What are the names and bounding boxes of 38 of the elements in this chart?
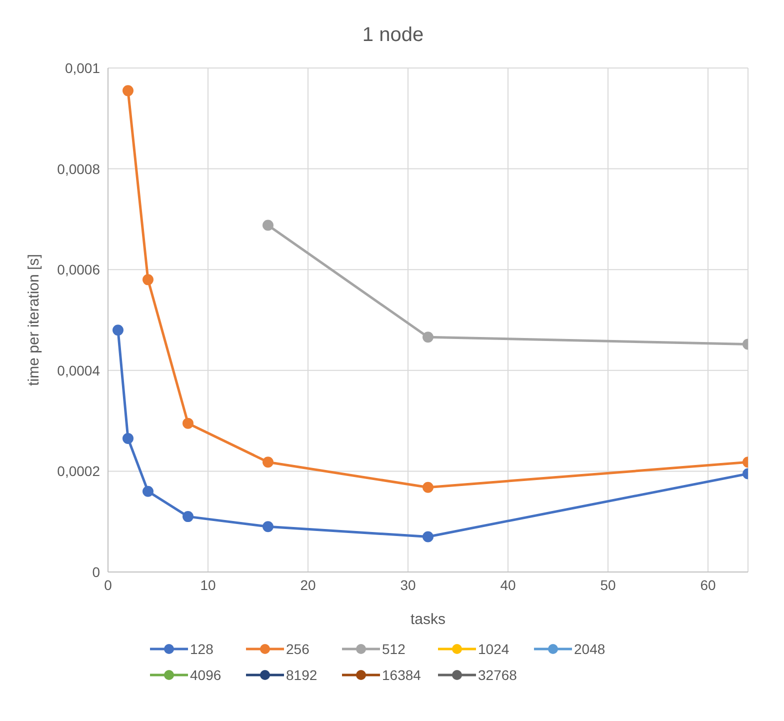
point xyxy=(182,418,194,429)
y-tick-label: 0 xyxy=(92,564,100,580)
point xyxy=(112,324,124,336)
y-tick-label: 0,0002 xyxy=(57,463,100,480)
x-tick-label: 10 xyxy=(200,576,216,593)
point xyxy=(262,220,274,231)
point xyxy=(422,332,434,343)
x-tick-label: 30 xyxy=(400,576,416,593)
legend-label: 16384 xyxy=(382,667,421,683)
point xyxy=(142,486,154,497)
x-tick-label: 60 xyxy=(700,576,716,593)
y-tick-label: 0,0008 xyxy=(57,160,100,177)
x-tick-label: 20 xyxy=(300,576,316,593)
point xyxy=(182,511,194,522)
y-tick-label: 0,0004 xyxy=(57,362,100,378)
x-tick-label: 50 xyxy=(600,576,616,593)
legend-label: 32768 xyxy=(478,667,517,683)
y-axis-title: time per iteration [s] xyxy=(25,254,42,386)
y-tick-label: 0,001 xyxy=(64,60,100,76)
point xyxy=(122,432,134,444)
legend-label: 1024 xyxy=(478,641,510,657)
chart-title: 1 node xyxy=(361,23,425,48)
x-axis-title: tasks xyxy=(410,611,446,628)
legend-label: 4096 xyxy=(190,667,222,683)
x-tick-label: 40 xyxy=(500,576,516,593)
point xyxy=(122,85,134,96)
point xyxy=(422,482,434,493)
point xyxy=(142,274,154,286)
point xyxy=(262,456,274,468)
legend-label: 256 xyxy=(286,641,310,657)
point xyxy=(422,531,434,542)
legend-label: 512 xyxy=(382,641,406,657)
legend-label: 2048 xyxy=(574,641,606,657)
y-tick-label: 0,0006 xyxy=(57,262,100,278)
legend-label: 128 xyxy=(190,641,214,657)
x-tick-label: 0 xyxy=(104,576,112,593)
legend-label: 8192 xyxy=(286,667,318,683)
point xyxy=(262,521,274,532)
